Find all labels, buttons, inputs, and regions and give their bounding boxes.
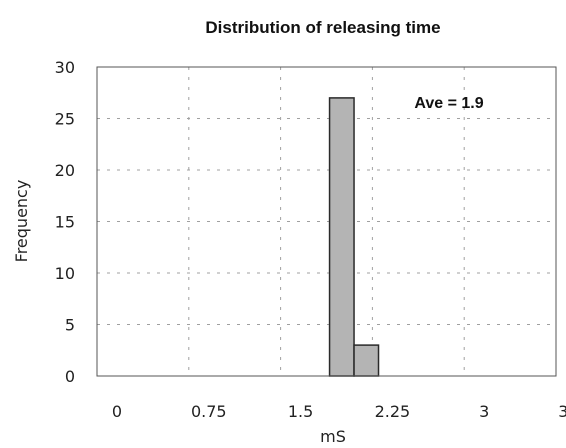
x-tick-label: 2.25 (375, 402, 411, 421)
x-tick-label: 0.75 (191, 402, 227, 421)
histogram-bar (353, 344, 380, 377)
average-annotation: Ave = 1.9 (414, 95, 483, 112)
bars (328, 97, 380, 377)
x-tick-label: 1.5 (288, 402, 313, 421)
plot-frame (96, 66, 557, 377)
y-tick-label: 0 (65, 367, 75, 386)
x-tick-label: 3.75 (558, 402, 566, 421)
x-tick-label: 0 (112, 402, 122, 421)
y-tick-label: 25 (55, 110, 75, 129)
y-tick-label: 15 (55, 213, 75, 232)
chart-title: Distribution of releasing time (205, 18, 440, 37)
y-tick-label: 30 (55, 58, 75, 77)
y-tick-label: 10 (55, 264, 75, 283)
y-tick-label: 5 (65, 316, 75, 335)
x-axis-label: mS (320, 427, 346, 446)
y-tick-label: 20 (55, 161, 75, 180)
x-tick-label: 3 (479, 402, 489, 421)
y-tick-labels: 0 5 10 15 20 25 30 (55, 58, 75, 386)
x-tick-labels: 0 0.75 1.5 2.25 3 3.75 (112, 402, 566, 421)
y-axis-label: Frequency (12, 180, 31, 263)
histogram-bar (328, 97, 355, 377)
grid-lines (97, 67, 556, 376)
